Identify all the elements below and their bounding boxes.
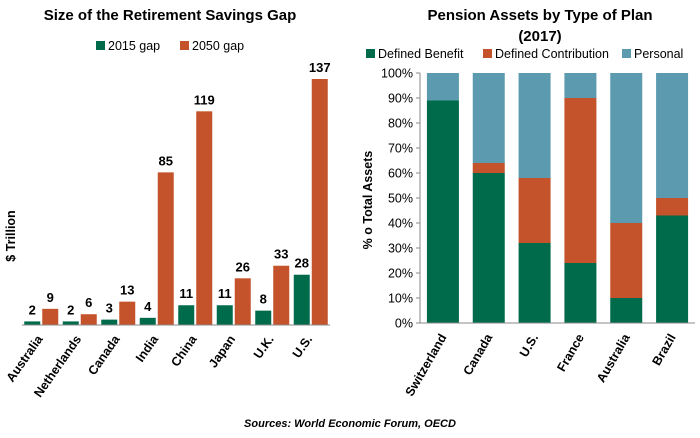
stack-personal-australia <box>610 73 643 223</box>
bar-2050-gap-canada <box>119 301 136 325</box>
stack-defined-benefit-switzerland <box>426 100 459 323</box>
bar-2015-gap-u-k <box>255 310 272 325</box>
data-label-2015-gap-netherlands: 2 <box>67 302 74 317</box>
data-label-2050-gap-china: 119 <box>194 92 215 107</box>
stack-defined-contribution-brazil <box>656 198 689 216</box>
x-tick-label-australia: Australia <box>4 332 47 385</box>
bar-2015-gap-canada <box>101 319 118 325</box>
right-plot-area: 0% 10% 20% 30% 40% 50% 60% 70% 80% 90% 100% Switzer… <box>381 67 695 399</box>
source-note: Sources: World Economic Forum, OECD <box>244 418 456 430</box>
y-tick-label-6: 60% <box>388 167 413 181</box>
x-tick-label-canada: Canada <box>85 332 123 378</box>
right-chart-subtitle: (2017) <box>518 28 561 45</box>
left-chart-title: Size of the Retirement Savings Gap <box>44 7 297 24</box>
stack-defined-benefit-brazil <box>656 215 689 323</box>
x-tick-label-canada: Canada <box>461 331 496 378</box>
bar-2050-gap-australia <box>42 308 59 325</box>
y-tick-label-9: 90% <box>388 92 413 106</box>
stack-personal-france <box>564 73 597 98</box>
bar-2015-gap-u-s <box>293 274 310 325</box>
right-legend-swatch-personal <box>622 49 631 58</box>
stack-personal-switzerland <box>426 73 459 101</box>
left-legend-label-2015: 2015 gap <box>108 39 160 53</box>
stack-personal-canada <box>472 73 505 163</box>
y-tick-label-3: 30% <box>388 242 413 256</box>
stack-defined-contribution-france <box>564 98 597 263</box>
left-legend-swatch-2050 <box>180 41 189 50</box>
y-tick-label-5: 50% <box>388 192 413 206</box>
y-tick-label-7: 70% <box>388 142 413 156</box>
bar-2050-gap-u-s <box>311 79 328 325</box>
stack-defined-benefit-france <box>564 263 597 323</box>
right-legend: Defined Benefit Defined Contribution Per… <box>366 47 683 61</box>
data-label-2050-gap-australia: 9 <box>47 290 54 305</box>
x-tick-label-china: China <box>168 332 200 369</box>
stack-defined-benefit-u-s <box>518 243 551 323</box>
bar-2050-gap-china <box>196 111 213 325</box>
data-label-2050-gap-japan: 26 <box>236 259 250 274</box>
stack-defined-contribution-u-s <box>518 178 551 243</box>
right-legend-label-personal: Personal <box>634 47 683 61</box>
stack-defined-contribution-canada <box>472 163 505 173</box>
y-tick-label-10: 100% <box>381 67 413 81</box>
stack-defined-benefit-australia <box>610 298 643 323</box>
data-label-2050-gap-u-s: 137 <box>309 60 331 75</box>
x-tick-label-brazil: Brazil <box>650 332 679 368</box>
y-tick-label-1: 10% <box>388 292 413 306</box>
bar-2050-gap-u-k <box>273 265 290 325</box>
x-tick-label-u-k: U.K. <box>251 333 277 362</box>
bar-2015-gap-netherlands <box>62 321 79 325</box>
right-y-axis-label: % o Total Assets <box>361 151 375 250</box>
x-tick-label-switzerland: Switzerland <box>403 332 450 399</box>
data-label-2015-gap-japan: 11 <box>218 286 232 301</box>
stack-personal-u-s <box>518 73 551 178</box>
right-chart-title: Pension Assets by Type of Plan <box>427 7 652 24</box>
bar-2015-gap-china <box>178 305 195 325</box>
bar-2050-gap-netherlands <box>80 314 97 325</box>
data-label-2050-gap-canada: 13 <box>120 283 134 298</box>
left-legend-swatch-2015 <box>96 41 105 50</box>
data-label-2015-gap-u-k: 8 <box>260 292 267 307</box>
x-tick-label-u-s: U.S. <box>517 332 541 360</box>
data-label-2050-gap-u-k: 33 <box>274 247 288 262</box>
data-label-2015-gap-canada: 3 <box>106 301 113 316</box>
right-legend-label-db: Defined Benefit <box>378 47 464 61</box>
right-legend-swatch-db <box>366 49 375 58</box>
data-label-2050-gap-netherlands: 6 <box>85 295 92 310</box>
y-tick-label-0: 0% <box>395 317 413 331</box>
x-tick-label-japan: Japan <box>206 333 238 371</box>
left-legend: 2015 gap 2050 gap <box>96 39 244 53</box>
right-legend-label-dc: Defined Contribution <box>495 47 609 61</box>
left-legend-label-2050: 2050 gap <box>192 39 244 53</box>
data-label-2015-gap-u-s: 28 <box>295 256 309 271</box>
stack-defined-benefit-canada <box>472 173 505 323</box>
y-tick-label-2: 20% <box>388 267 413 281</box>
x-tick-label-india: India <box>133 332 162 365</box>
data-label-2015-gap-china: 11 <box>179 286 193 301</box>
y-tick-label-8: 80% <box>388 117 413 131</box>
stack-defined-contribution-australia <box>610 223 643 298</box>
y-tick-label-4: 40% <box>388 217 413 231</box>
left-y-axis-label: $ Trillion <box>4 210 18 261</box>
data-label-2015-gap-australia: 2 <box>29 302 36 317</box>
bar-2015-gap-india <box>139 317 156 325</box>
bar-2015-gap-australia <box>24 321 41 325</box>
right-legend-swatch-dc <box>483 49 492 58</box>
bar-2015-gap-japan <box>216 305 233 325</box>
data-label-2015-gap-india: 4 <box>144 299 152 314</box>
bar-2050-gap-india <box>157 172 174 325</box>
x-tick-label-australia: Australia <box>594 331 633 385</box>
bar-2050-gap-japan <box>234 278 251 325</box>
x-tick-label-u-s: U.S. <box>290 333 315 361</box>
data-label-2050-gap-india: 85 <box>159 153 173 168</box>
x-tick-label-france: France <box>554 331 587 374</box>
stack-personal-brazil <box>656 73 689 198</box>
